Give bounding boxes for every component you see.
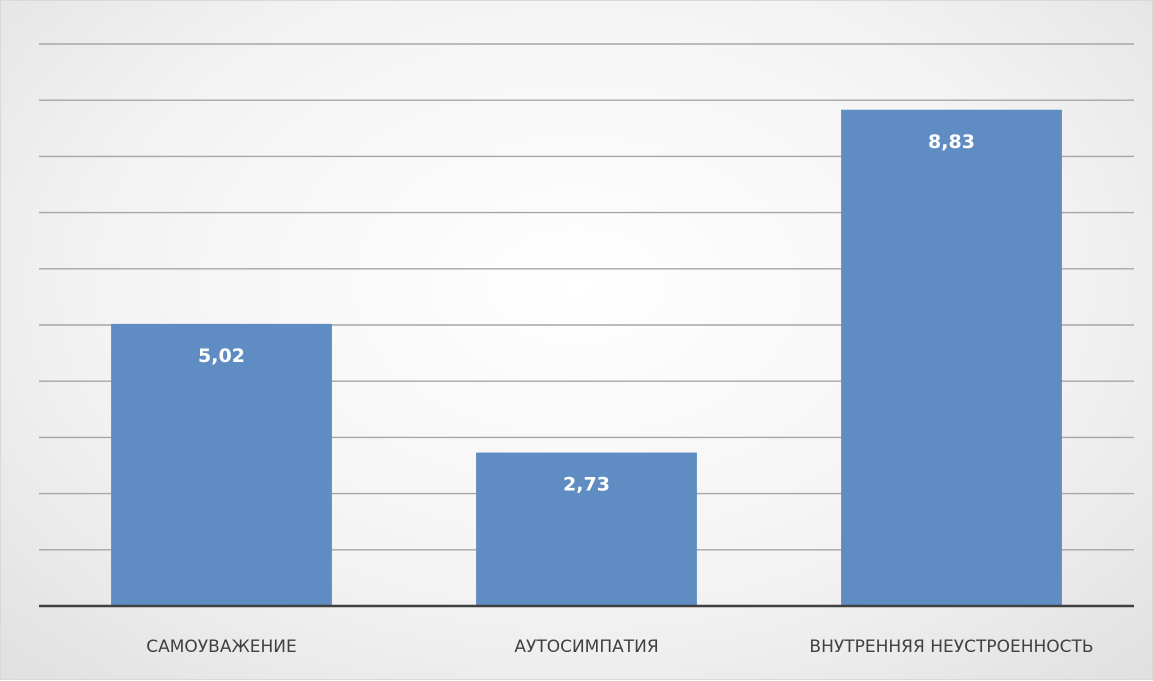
data-label: 2,73 (563, 474, 610, 496)
data-label: 8,83 (928, 131, 975, 153)
category-label: ВНУТРЕННЯЯ НЕУСТРОЕННОСТЬ (809, 637, 1093, 657)
category-label: АУТОСИМПАТИЯ (514, 637, 658, 657)
bar (841, 109, 1062, 606)
data-label: 5,02 (198, 345, 245, 367)
bars (111, 109, 1062, 606)
data-labels: 5,02 2,73 8,83 (198, 131, 975, 496)
category-label: САМОУВАЖЕНИЕ (146, 637, 297, 657)
bar (111, 323, 332, 606)
bar (476, 452, 697, 606)
category-labels: САМОУВАЖЕНИЕ АУТОСИМПАТИЯ ВНУТРЕННЯЯ НЕУСТ… (146, 637, 1093, 657)
